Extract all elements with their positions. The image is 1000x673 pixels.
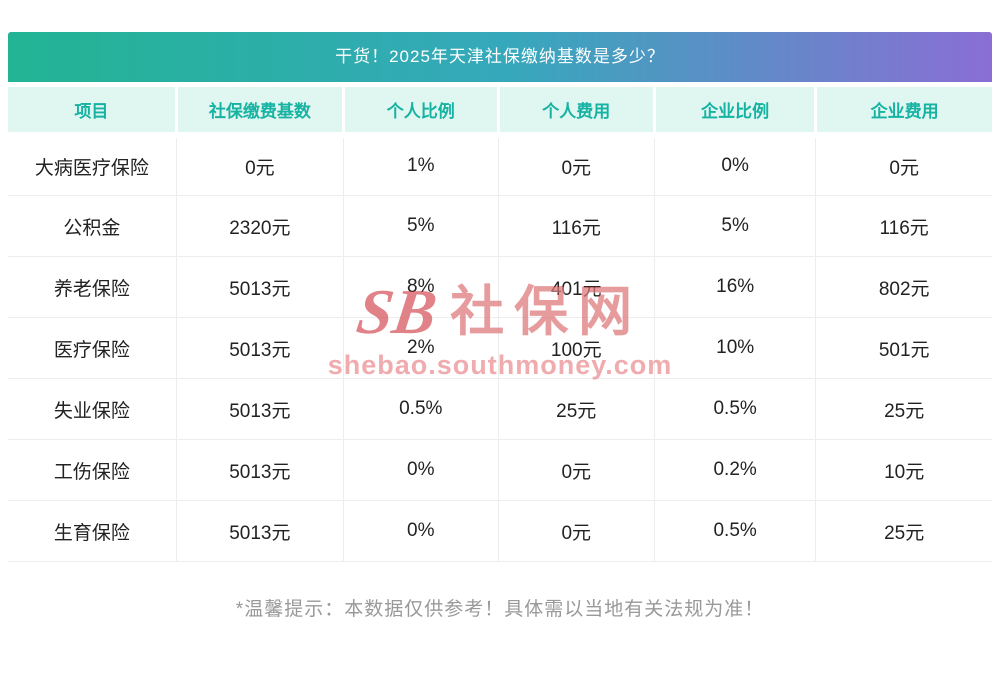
table-cell: 生育保险 (8, 500, 177, 562)
table-cell: 5013元 (175, 439, 345, 501)
table-cell: 0元 (497, 500, 655, 562)
table-cell: 0元 (815, 134, 992, 196)
column-header-company-fee: 企业费用 (814, 82, 992, 138)
table-cell: 25元 (815, 500, 992, 562)
table-cell: 0元 (497, 134, 655, 196)
table-cell: 5% (653, 195, 817, 257)
table-cell: 5% (343, 195, 499, 257)
table-row: 公积金 2320元 5% 116元 5% 116元 (8, 195, 992, 257)
table-cell: 5013元 (175, 317, 345, 379)
table-cell: 25元 (497, 378, 655, 440)
table-cell: 0元 (497, 439, 655, 501)
table-row: 工伤保险 5013元 0% 0元 0.2% 10元 (8, 439, 992, 501)
table-header-row: 项目 社保缴费基数 个人比例 个人费用 企业比例 企业费用 (8, 82, 992, 138)
table-cell: 100元 (497, 317, 655, 379)
table-row: 失业保险 5013元 0.5% 25元 0.5% 25元 (8, 378, 992, 440)
footer-note: *温馨提示：本数据仅供参考！具体需以当地有关法规为准！ (235, 599, 765, 620)
table-cell: 5013元 (175, 500, 345, 562)
table-row: 医疗保险 5013元 2% 100元 10% 501元 (8, 317, 992, 379)
table-row: 生育保险 5013元 0% 0元 0.5% 25元 (8, 500, 992, 562)
table-row: 养老保险 5013元 8% 401元 16% 802元 (8, 256, 992, 318)
table-cell: 1% (343, 134, 499, 196)
table-cell: 失业保险 (8, 378, 177, 440)
table-cell: 2% (343, 317, 499, 379)
table-cell: 116元 (815, 195, 992, 257)
social-security-table-card: 干货！2025年天津社保缴纳基数是多少？ 项目 社保缴费基数 个人比例 个人费用… (8, 32, 992, 562)
column-header-personal-ratio: 个人比例 (342, 82, 498, 138)
table-cell: 5013元 (175, 256, 345, 318)
table-cell: 0.5% (343, 378, 499, 440)
table-cell: 0元 (175, 134, 345, 196)
table-cell: 大病医疗保险 (8, 134, 177, 196)
page-title: 干货！2025年天津社保缴纳基数是多少？ (335, 47, 665, 66)
column-header-base: 社保缴费基数 (174, 82, 344, 138)
table-cell: 工伤保险 (8, 439, 177, 501)
table-cell: 10% (653, 317, 817, 379)
table-cell: 16% (653, 256, 817, 318)
table-cell: 医疗保险 (8, 317, 177, 379)
column-header-company-ratio: 企业比例 (652, 82, 816, 138)
table-cell: 0.5% (653, 378, 817, 440)
column-header-project: 项目 (8, 82, 177, 138)
table-cell: 401元 (497, 256, 655, 318)
table-cell: 0.5% (653, 500, 817, 562)
table-cell: 0.2% (653, 439, 817, 501)
table-cell: 5013元 (175, 378, 345, 440)
social-security-table: 项目 社保缴费基数 个人比例 个人费用 企业比例 企业费用 大病医疗保险 0元 … (8, 82, 992, 562)
table-title-bar: 干货！2025年天津社保缴纳基数是多少？ (8, 32, 992, 82)
table-cell: 0% (653, 134, 817, 196)
table-cell: 养老保险 (8, 256, 177, 318)
table-cell: 公积金 (8, 195, 177, 257)
table-cell: 25元 (815, 378, 992, 440)
table-cell: 116元 (497, 195, 655, 257)
table-cell: 0% (343, 439, 499, 501)
table-row: 大病医疗保险 0元 1% 0元 0% 0元 (8, 134, 992, 196)
table-cell: 0% (343, 500, 499, 562)
table-cell: 10元 (815, 439, 992, 501)
column-header-personal-fee: 个人费用 (496, 82, 655, 138)
table-cell: 8% (343, 256, 499, 318)
table-cell: 501元 (815, 317, 992, 379)
table-cell: 2320元 (175, 195, 345, 257)
table-cell: 802元 (815, 256, 992, 318)
